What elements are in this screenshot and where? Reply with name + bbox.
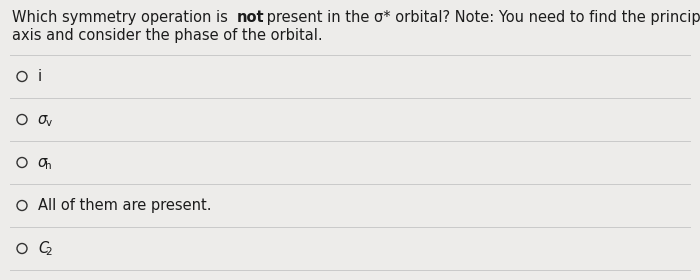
Text: v: v [46,118,52,128]
Text: C: C [38,241,48,256]
Text: All of them are present.: All of them are present. [38,198,211,213]
Text: present in the σ* orbital? Note: You need to find the principle: present in the σ* orbital? Note: You nee… [262,10,700,25]
Text: i: i [38,69,42,84]
Text: σ: σ [38,112,48,127]
Text: 2: 2 [46,247,52,257]
Text: axis and consider the phase of the orbital.: axis and consider the phase of the orbit… [12,28,323,43]
Text: not: not [237,10,264,25]
Text: h: h [46,161,52,171]
Text: σ: σ [38,155,48,170]
Text: Which symmetry operation is: Which symmetry operation is [12,10,232,25]
